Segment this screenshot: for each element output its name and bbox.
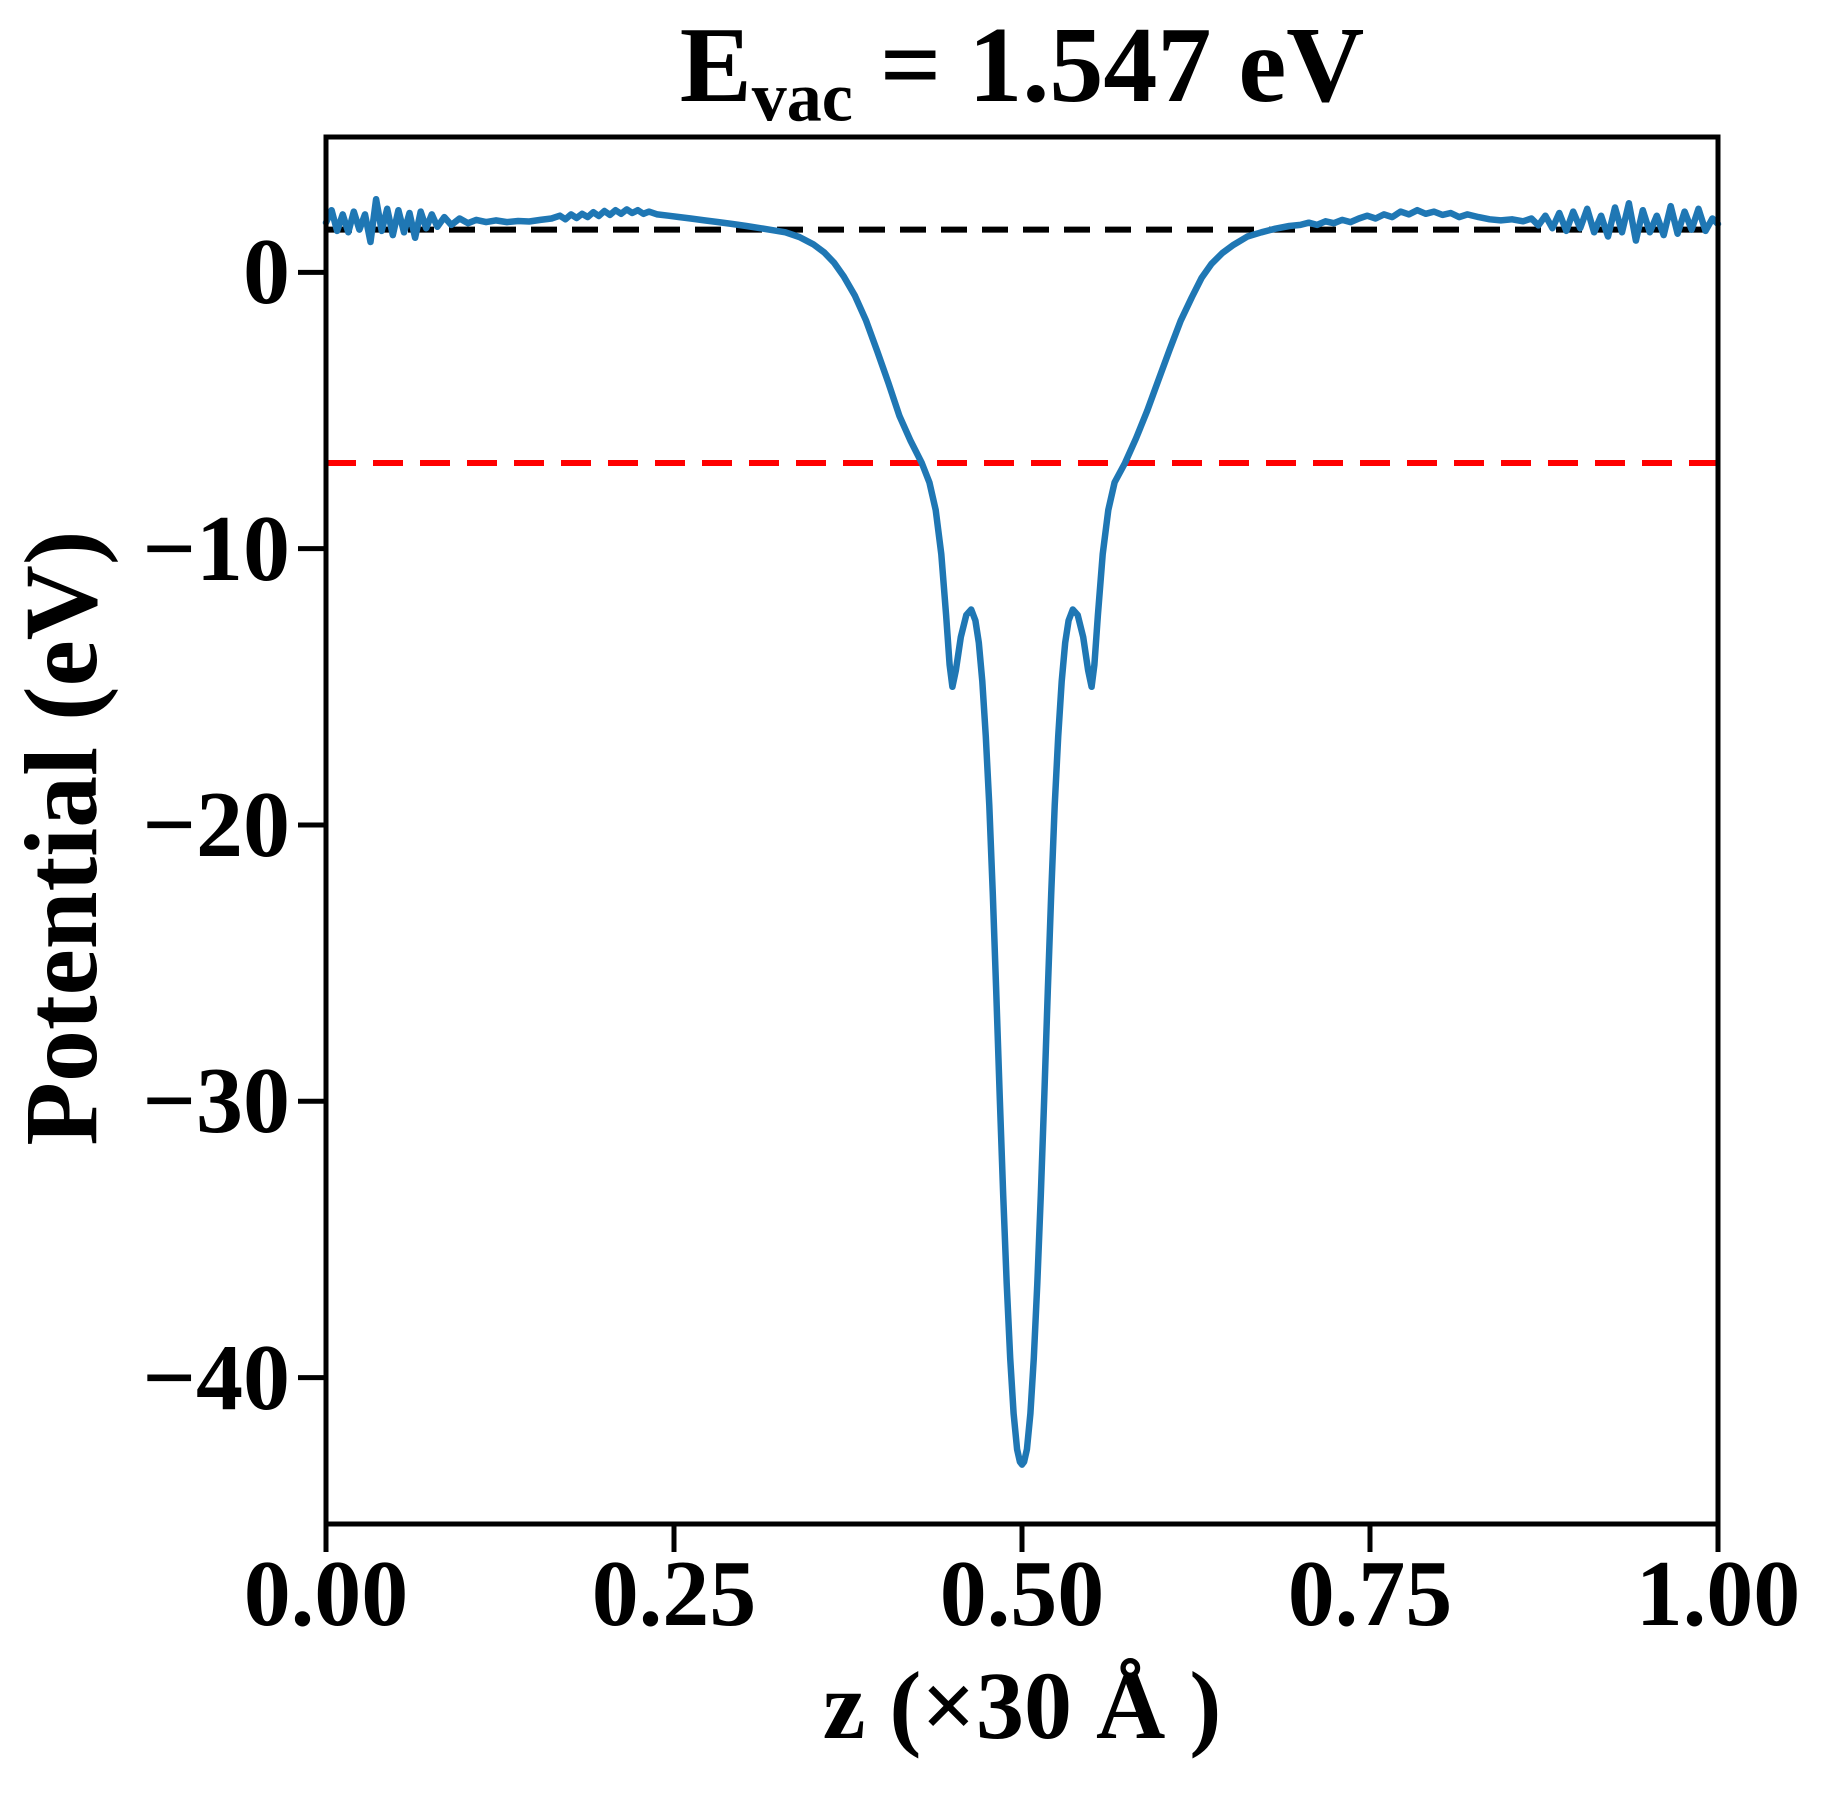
x-axis-label: z (×30 Å ) bbox=[822, 1652, 1222, 1759]
axes-spines bbox=[323, 134, 1721, 1527]
y-tick-label: −10 bbox=[142, 496, 290, 601]
planar-averaged-potential bbox=[322, 195, 1722, 1468]
title-base: E bbox=[679, 6, 752, 125]
x-tick-label: 0.00 bbox=[243, 1542, 409, 1646]
title-rest: = 1.547 eV bbox=[852, 6, 1365, 125]
x-tick-label: 0.75 bbox=[1287, 1542, 1453, 1646]
title-subscript: vac bbox=[751, 59, 853, 137]
x-tick-label: 0.50 bbox=[939, 1542, 1105, 1646]
x-tick-label: 1.00 bbox=[1635, 1542, 1801, 1646]
y-tick-label: −20 bbox=[142, 772, 290, 877]
chart-title: Evac = 1.547 eV bbox=[0, 6, 1833, 133]
y-tick-label: −30 bbox=[142, 1049, 290, 1154]
x-tick-label: 0.25 bbox=[591, 1542, 757, 1646]
y-tick-label: 0 bbox=[243, 220, 290, 325]
y-tick-label: −40 bbox=[142, 1325, 290, 1430]
